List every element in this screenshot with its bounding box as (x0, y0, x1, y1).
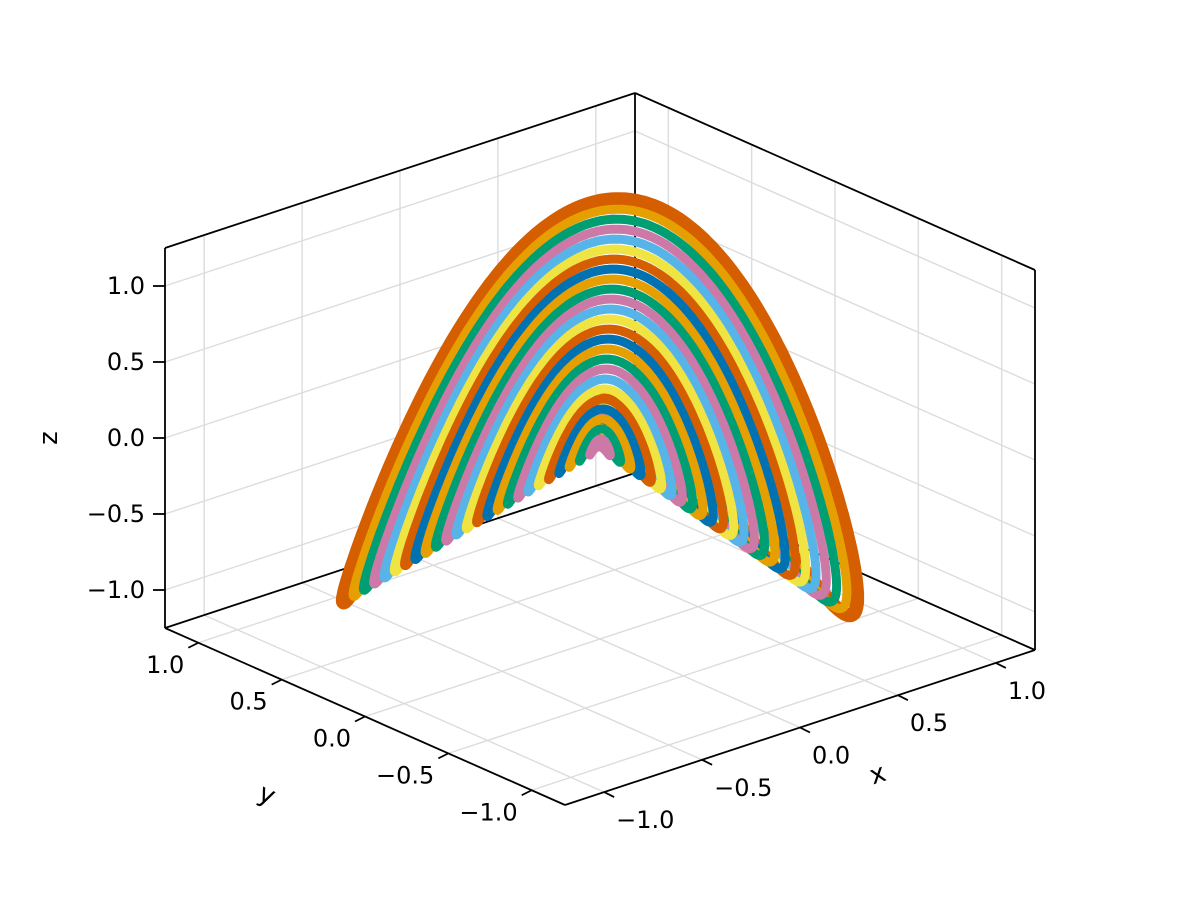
y-tick-mark (187, 641, 199, 649)
z-tick-label: 0.0 (107, 424, 145, 452)
y-tick-label: 1.0 (146, 651, 184, 679)
x-tick-label: 0.5 (910, 709, 948, 737)
curve-line (574, 424, 626, 467)
grid-line (198, 487, 669, 644)
z-tick-label: 0.5 (107, 348, 145, 376)
y-tick-label: −0.5 (376, 761, 434, 789)
z-axis-title: z (34, 431, 64, 445)
grid-line (531, 634, 1002, 791)
y-tick-mark (354, 715, 366, 723)
y-tick-mark (437, 752, 449, 760)
frame-edge (164, 92, 636, 249)
y-tick-mark (271, 678, 283, 686)
frame-edge (634, 92, 1036, 271)
grid-line (281, 523, 752, 681)
y-tick-label: −1.0 (459, 798, 517, 826)
x-tick-label: −1.0 (616, 806, 674, 834)
y-axis-title: y (254, 778, 280, 812)
x-tick-label: 0.0 (812, 742, 850, 770)
y-tick-label: 0.0 (313, 725, 351, 753)
grid-line (364, 560, 836, 718)
x-tick-mark (995, 662, 1007, 669)
x-tick-mark (897, 694, 909, 702)
z-tick-label: −0.5 (87, 500, 145, 528)
z-tick-label: 1.0 (107, 272, 145, 300)
x-axis-title: x (866, 758, 890, 791)
x-tick-mark (701, 758, 713, 766)
z-tick-label: −1.0 (87, 576, 145, 604)
x-tick-mark (603, 791, 615, 798)
y-tick-label: 0.5 (229, 688, 267, 716)
tick-layer: −1.0 −0.5 0.0 0.5 1.0 −1.0 −0.5 0.0 0.5 1.0 −1.0 −0… (87, 272, 1046, 834)
x-tick-label: 1.0 (1008, 677, 1046, 705)
x-tick-label: −0.5 (714, 774, 772, 802)
curve-line (585, 434, 615, 461)
x-tick-mark (799, 726, 811, 734)
grid-line (634, 130, 1036, 309)
curve-layer (335, 192, 865, 623)
grid-line (448, 597, 919, 755)
grid-line (164, 130, 636, 287)
y-tick-mark (521, 789, 533, 797)
